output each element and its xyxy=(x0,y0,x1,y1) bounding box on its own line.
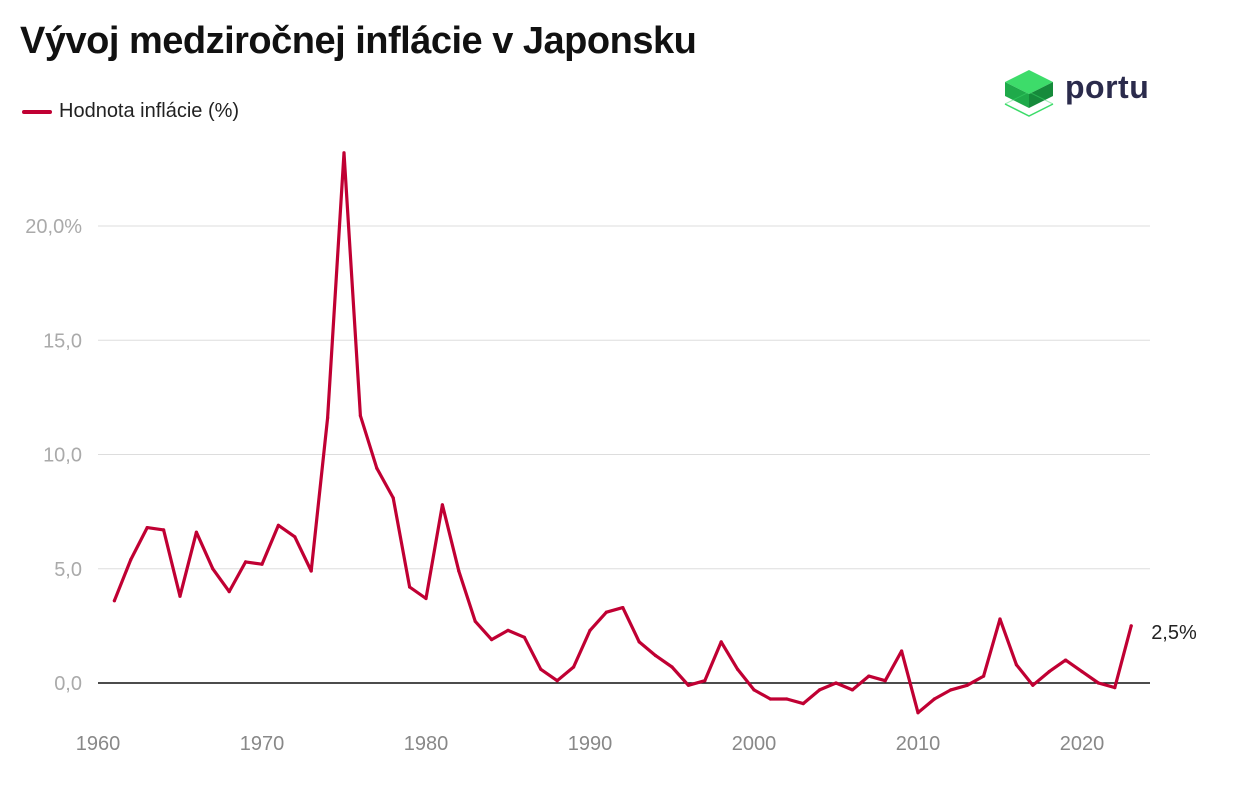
y-tick-label: 10,0 xyxy=(43,445,82,467)
data-point xyxy=(391,496,395,500)
y-tick-label: 15,0 xyxy=(43,330,82,352)
data-point xyxy=(604,610,609,614)
data-point xyxy=(1031,683,1035,687)
data-point xyxy=(949,688,953,692)
data-point xyxy=(1129,624,1133,628)
chart-title: Vývoj medziročnej inflácie v Japonsku xyxy=(20,20,697,62)
data-point xyxy=(358,414,362,418)
data-point xyxy=(194,530,198,534)
data-point xyxy=(211,567,215,571)
data-point xyxy=(539,667,543,671)
data-point xyxy=(818,688,822,692)
data-point xyxy=(670,665,674,669)
legend-label: Hodnota inflácie (%) xyxy=(59,100,240,122)
data-point xyxy=(834,681,838,685)
x-tick-label: 1990 xyxy=(568,733,613,755)
y-tick-label: 20,0% xyxy=(25,216,82,238)
data-point xyxy=(572,665,576,669)
data-point xyxy=(768,697,773,701)
data-point xyxy=(932,697,937,701)
data-point xyxy=(440,503,444,507)
data-point xyxy=(850,688,855,692)
x-tick-label: 2020 xyxy=(1060,733,1105,755)
y-tick-label: 0,0 xyxy=(54,673,82,695)
data-point xyxy=(588,628,592,633)
x-tick-label: 1980 xyxy=(404,733,449,755)
data-point xyxy=(375,466,379,470)
logo-text: portu xyxy=(1065,68,1150,105)
data-point xyxy=(309,569,313,573)
data-point xyxy=(752,688,756,692)
data-point xyxy=(982,674,986,678)
data-point xyxy=(719,640,723,644)
data-point xyxy=(457,569,461,573)
data-point xyxy=(555,679,559,683)
data-point xyxy=(736,667,740,671)
data-point xyxy=(1080,670,1084,674)
last-value-annotation: 2,5% xyxy=(1151,622,1197,644)
x-tick-label: 1960 xyxy=(76,733,121,755)
data-point xyxy=(916,711,920,715)
data-point xyxy=(801,702,805,706)
data-point xyxy=(260,562,264,566)
inflation-series-line xyxy=(112,151,1133,715)
data-point xyxy=(490,638,494,642)
data-point xyxy=(1014,663,1019,667)
chart-legend: Hodnota inflácie (%) xyxy=(22,100,239,123)
data-point xyxy=(1113,686,1117,690)
data-point xyxy=(293,535,297,539)
data-point xyxy=(473,619,477,623)
data-point xyxy=(883,679,887,683)
data-point xyxy=(1064,658,1068,662)
data-point xyxy=(867,674,871,678)
data-point xyxy=(654,654,658,658)
data-point xyxy=(703,679,707,683)
data-point xyxy=(112,599,116,603)
x-tick-label: 2000 xyxy=(732,733,777,755)
legend-swatch xyxy=(22,109,52,114)
green-cube-icon xyxy=(1004,70,1054,117)
data-point xyxy=(686,683,691,687)
data-point xyxy=(145,526,149,530)
x-tick-label: 2010 xyxy=(896,733,941,755)
data-point xyxy=(227,590,231,594)
data-point xyxy=(785,697,789,701)
data-point xyxy=(522,635,527,639)
data-point xyxy=(326,416,330,420)
data-point xyxy=(621,606,625,610)
data-point xyxy=(506,628,510,633)
data-point xyxy=(276,523,280,527)
data-point xyxy=(998,617,1002,621)
data-point xyxy=(900,649,904,653)
data-point xyxy=(1096,681,1100,685)
data-point xyxy=(965,683,969,687)
data-point xyxy=(424,596,428,601)
portu-logo: portu xyxy=(1003,68,1149,120)
data-point xyxy=(178,594,182,598)
x-tick-label: 1970 xyxy=(240,733,285,755)
data-point xyxy=(1047,670,1051,674)
data-point xyxy=(129,558,133,562)
data-point xyxy=(162,528,166,532)
data-point xyxy=(244,560,248,564)
data-point xyxy=(408,585,412,589)
data-point xyxy=(637,640,641,644)
y-tick-label: 5,0 xyxy=(54,559,82,581)
data-point xyxy=(342,151,346,155)
